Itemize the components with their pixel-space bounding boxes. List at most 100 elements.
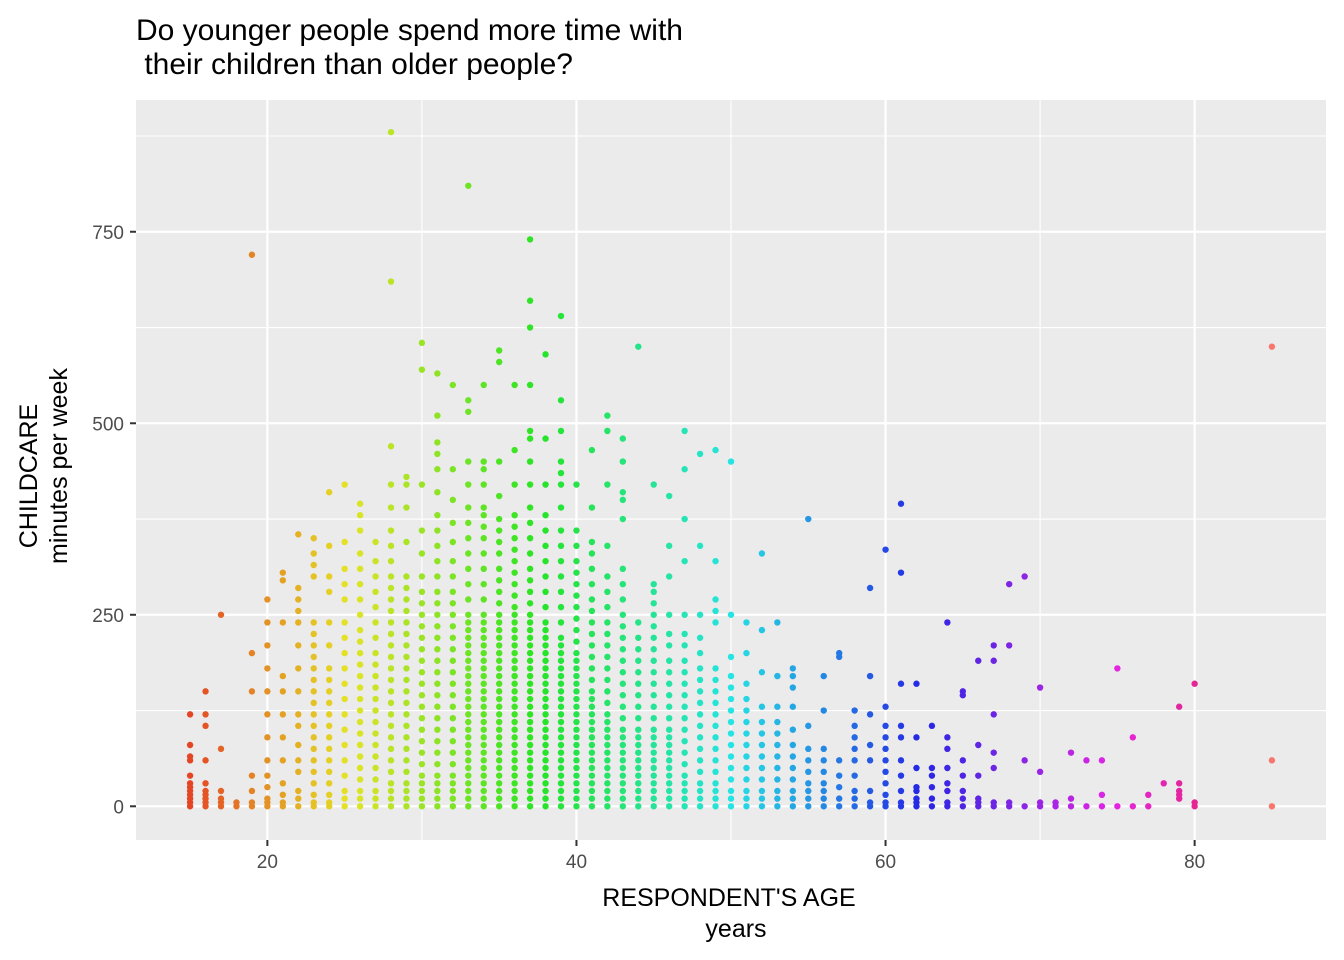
data-point bbox=[1114, 803, 1121, 810]
data-point bbox=[743, 649, 750, 657]
data-point bbox=[619, 787, 627, 795]
data-point bbox=[696, 745, 704, 753]
data-point bbox=[542, 527, 549, 534]
data-point bbox=[403, 787, 410, 795]
data-point bbox=[635, 734, 642, 741]
data-point bbox=[279, 757, 287, 764]
data-point bbox=[866, 799, 874, 806]
data-point bbox=[619, 680, 627, 687]
data-point bbox=[495, 718, 503, 726]
data-point bbox=[604, 588, 611, 596]
data-point bbox=[526, 680, 534, 687]
data-point bbox=[434, 450, 441, 458]
data-point bbox=[758, 776, 766, 783]
data-point bbox=[279, 711, 287, 718]
data-point bbox=[743, 718, 750, 726]
data-point bbox=[356, 661, 364, 668]
data-point bbox=[835, 757, 843, 764]
data-point bbox=[557, 718, 565, 726]
data-point bbox=[295, 787, 302, 795]
data-point bbox=[325, 791, 333, 799]
data-point bbox=[1083, 757, 1090, 764]
data-point bbox=[573, 680, 580, 687]
data-point bbox=[356, 527, 364, 534]
data-point bbox=[650, 580, 657, 588]
data-point bbox=[542, 481, 549, 488]
data-point bbox=[495, 611, 503, 618]
data-point bbox=[774, 803, 781, 810]
data-point bbox=[944, 780, 951, 787]
data-point bbox=[449, 588, 457, 596]
data-point bbox=[557, 803, 565, 810]
data-point bbox=[387, 584, 395, 592]
data-point bbox=[542, 795, 549, 802]
data-point bbox=[387, 676, 395, 684]
data-point bbox=[897, 569, 905, 576]
data-point bbox=[418, 550, 426, 557]
data-point bbox=[465, 741, 472, 749]
data-point bbox=[434, 412, 441, 419]
data-point bbox=[712, 780, 719, 787]
data-point bbox=[573, 603, 580, 611]
data-point bbox=[542, 573, 549, 580]
data-point bbox=[1129, 734, 1137, 741]
data-point bbox=[418, 760, 426, 768]
data-point bbox=[233, 799, 240, 806]
data-point bbox=[650, 741, 657, 749]
data-point bbox=[295, 584, 302, 592]
data-point bbox=[279, 619, 287, 626]
data-point bbox=[650, 623, 657, 630]
data-point bbox=[264, 642, 271, 649]
data-point bbox=[449, 703, 457, 710]
data-point bbox=[387, 619, 395, 626]
data-point bbox=[820, 707, 827, 714]
data-point bbox=[573, 764, 580, 772]
data-point bbox=[619, 703, 627, 710]
data-point bbox=[681, 466, 688, 473]
data-point bbox=[588, 764, 596, 772]
data-point bbox=[495, 458, 503, 465]
data-point bbox=[805, 745, 812, 753]
data-point bbox=[387, 607, 395, 615]
data-point bbox=[495, 565, 503, 573]
data-point bbox=[758, 795, 766, 802]
data-point bbox=[526, 481, 534, 488]
data-point bbox=[511, 626, 518, 634]
data-point bbox=[403, 584, 410, 592]
data-point bbox=[990, 749, 997, 756]
data-point bbox=[434, 527, 441, 534]
data-point bbox=[526, 519, 534, 527]
data-point bbox=[511, 546, 518, 553]
data-point bbox=[387, 780, 395, 787]
data-point bbox=[295, 757, 302, 764]
data-point bbox=[604, 772, 611, 779]
data-point bbox=[418, 669, 426, 676]
data-point bbox=[604, 726, 611, 733]
data-point bbox=[635, 646, 642, 653]
data-point bbox=[511, 642, 518, 649]
data-point bbox=[495, 734, 503, 741]
data-point bbox=[480, 711, 487, 718]
data-point bbox=[217, 787, 225, 795]
data-point bbox=[387, 711, 395, 718]
data-point bbox=[774, 703, 781, 710]
data-point bbox=[1129, 803, 1137, 810]
data-point bbox=[557, 657, 565, 664]
data-point bbox=[310, 711, 317, 718]
data-point bbox=[495, 680, 503, 687]
data-point bbox=[372, 557, 379, 565]
data-point bbox=[727, 741, 735, 749]
data-point bbox=[526, 504, 534, 511]
data-point bbox=[681, 680, 688, 687]
data-point bbox=[356, 741, 364, 749]
data-point bbox=[403, 795, 410, 802]
data-point bbox=[573, 734, 580, 741]
data-point bbox=[403, 538, 410, 546]
data-point bbox=[619, 596, 627, 603]
data-point bbox=[588, 653, 596, 661]
data-point bbox=[557, 757, 565, 764]
data-point bbox=[975, 772, 982, 779]
data-point bbox=[449, 496, 457, 504]
data-point bbox=[186, 753, 194, 760]
data-point bbox=[449, 538, 457, 546]
